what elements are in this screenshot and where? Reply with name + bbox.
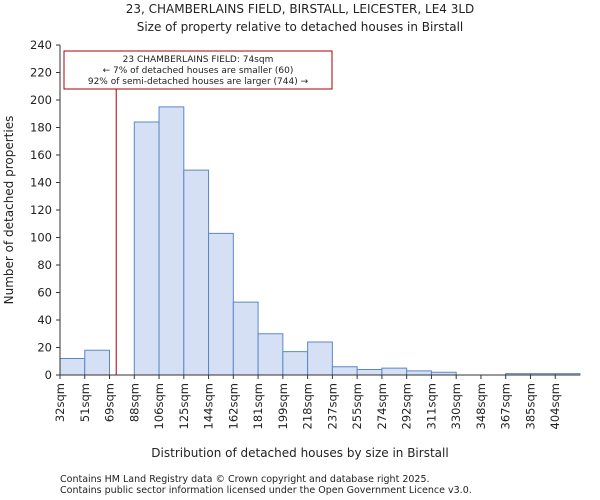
bar-162sqm [232, 301, 259, 376]
y-tick-label-60: 60 [37, 286, 52, 300]
chart-subtitle: Size of property relative to detached ho… [137, 20, 464, 34]
x-tick-label-181sqm: 181sqm [251, 383, 265, 429]
x-tick-label-144sqm: 144sqm [202, 383, 216, 429]
y-tick-label-100: 100 [30, 231, 52, 245]
x-tick-label-88sqm: 88sqm [127, 383, 141, 422]
bar-125sqm [183, 169, 210, 376]
x-tick-label-274sqm: 274sqm [375, 383, 389, 429]
bar-218sqm [307, 341, 333, 376]
x-tick-label-292sqm: 292sqm [400, 383, 414, 429]
chart-title: 23, CHAMBERLAINS FIELD, BIRSTALL, LEICES… [126, 2, 475, 16]
y-tick-label-80: 80 [37, 258, 52, 272]
x-tick-label-237sqm: 237sqm [325, 383, 339, 429]
y-axis-label: Number of detached properties [2, 116, 16, 305]
axes-group: 0 20 40 60 80 100 120 140 160 180 200 220 240 32sqm 51… [30, 38, 580, 429]
y-tick-label-120: 120 [30, 203, 52, 217]
x-tick-label-32sqm: 32sqm [53, 383, 67, 422]
footer-line-2: Contains public sector information licen… [60, 485, 472, 496]
y-tick-label-140: 140 [30, 176, 52, 190]
bar-32sqm [59, 358, 86, 376]
x-tick-label-385sqm: 385sqm [523, 383, 537, 429]
x-tick-label-255sqm: 255sqm [350, 383, 364, 429]
x-tick-label-348sqm: 348sqm [474, 383, 488, 429]
bars-group [59, 106, 581, 376]
y-tick-label-240: 240 [30, 38, 52, 52]
y-tick-label-200: 200 [30, 93, 52, 107]
footer-line-1: Contains HM Land Registry data © Crown c… [60, 474, 430, 485]
y-tick-label-160: 160 [30, 148, 52, 162]
x-tick-label-404sqm: 404sqm [548, 383, 562, 429]
bar-199sqm [282, 351, 309, 376]
annotation-line-2: ← 7% of detached houses are smaller (60) [103, 66, 294, 76]
annotation-line-1: 23 CHAMBERLAINS FIELD: 74sqm [123, 55, 274, 65]
x-tick-label-106sqm: 106sqm [152, 383, 166, 429]
x-tick-label-51sqm: 51sqm [78, 383, 92, 422]
y-tick-label-40: 40 [37, 313, 52, 327]
y-tick-label-180: 180 [30, 121, 52, 135]
y-tick-label-0: 0 [45, 368, 52, 382]
bar-88sqm [133, 121, 160, 376]
x-tick-label-199sqm: 199sqm [276, 383, 290, 429]
bar-144sqm [208, 232, 234, 376]
x-tick-label-218sqm: 218sqm [301, 383, 315, 429]
bar-292sqm [406, 370, 432, 376]
bar-51sqm [84, 349, 111, 376]
x-tick-label-311sqm: 311sqm [424, 383, 438, 429]
annotation-box [63, 50, 333, 90]
y-tick-label-20: 20 [37, 341, 52, 355]
bar-274sqm [381, 367, 408, 376]
x-tick-label-330sqm: 330sqm [449, 383, 463, 429]
x-tick-label-125sqm: 125sqm [177, 383, 191, 429]
bar-106sqm [158, 106, 185, 376]
y-tick-label-220: 220 [30, 66, 52, 80]
x-axis-label: Distribution of detached houses by size … [151, 446, 448, 460]
bar-237sqm [331, 366, 358, 376]
x-tick-label-69sqm: 69sqm [103, 383, 117, 422]
x-tick-label-367sqm: 367sqm [499, 383, 513, 429]
bar-181sqm [257, 333, 284, 376]
bar-255sqm [356, 369, 383, 376]
x-tick-label-162sqm: 162sqm [226, 383, 240, 429]
annotation-line-3: 92% of semi-detached houses are larger (… [88, 77, 309, 87]
